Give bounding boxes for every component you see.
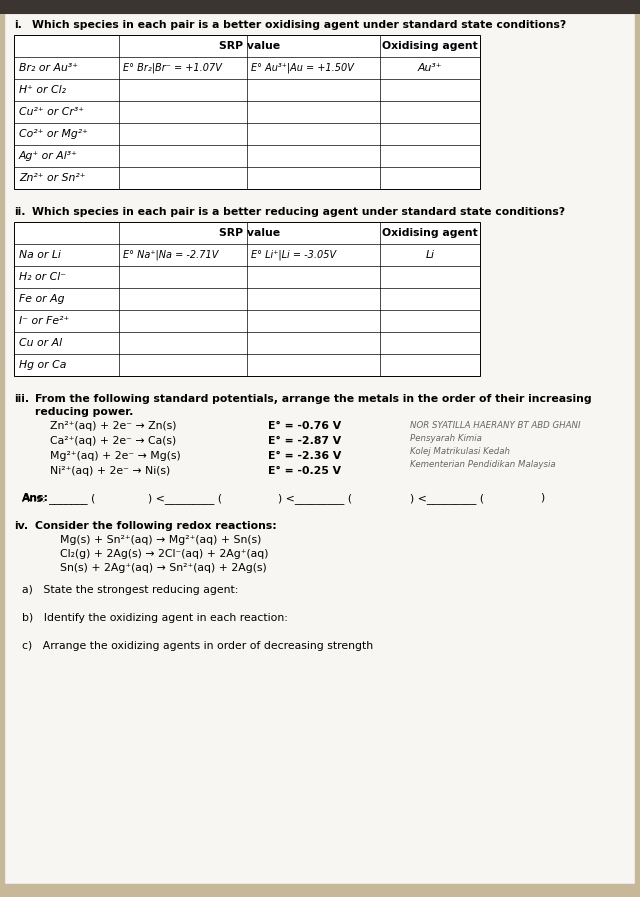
Text: E° Na⁺|Na = -2.71V: E° Na⁺|Na = -2.71V — [123, 249, 218, 260]
Text: NOR SYATILLA HAERANY BT ABD GHANI: NOR SYATILLA HAERANY BT ABD GHANI — [410, 421, 580, 430]
Text: H⁺ or Cl₂: H⁺ or Cl₂ — [19, 85, 66, 95]
Text: SRP value: SRP value — [219, 41, 280, 51]
Text: E° Au³⁺|Au = +1.50V: E° Au³⁺|Au = +1.50V — [251, 63, 354, 74]
Text: Ca²⁺(aq) + 2e⁻ → Ca(s): Ca²⁺(aq) + 2e⁻ → Ca(s) — [50, 436, 176, 446]
Text: Ans: _______ (: Ans: _______ ( — [22, 493, 95, 504]
Text: Ag⁺ or Al³⁺: Ag⁺ or Al³⁺ — [19, 151, 78, 161]
Text: I⁻ or Fe²⁺: I⁻ or Fe²⁺ — [19, 316, 69, 326]
Text: reducing power.: reducing power. — [35, 407, 133, 417]
Text: Mg(s) + Sn²⁺(aq) → Mg²⁺(aq) + Sn(s): Mg(s) + Sn²⁺(aq) → Mg²⁺(aq) + Sn(s) — [60, 535, 261, 545]
Text: a)   State the strongest reducing agent:: a) State the strongest reducing agent: — [22, 585, 238, 595]
Text: Kolej Matrikulasi Kedah: Kolej Matrikulasi Kedah — [410, 447, 510, 456]
Bar — [0, 0, 640, 14]
Text: H₂ or Cl⁻: H₂ or Cl⁻ — [19, 272, 66, 282]
Text: iv.: iv. — [14, 521, 28, 531]
Text: Hg or Ca: Hg or Ca — [19, 360, 67, 370]
Text: E° = -2.87 V: E° = -2.87 V — [268, 436, 341, 446]
Text: Cu²⁺ or Cr³⁺: Cu²⁺ or Cr³⁺ — [19, 107, 84, 117]
Text: iii.: iii. — [14, 394, 29, 404]
Bar — [14, 35, 480, 189]
Text: Kementerian Pendidikan Malaysia: Kementerian Pendidikan Malaysia — [410, 460, 556, 469]
Text: Ni²⁺(aq) + 2e⁻ → Ni(s): Ni²⁺(aq) + 2e⁻ → Ni(s) — [50, 466, 170, 476]
Text: Mg²⁺(aq) + 2e⁻ → Mg(s): Mg²⁺(aq) + 2e⁻ → Mg(s) — [50, 451, 180, 461]
Text: Oxidising agent: Oxidising agent — [382, 41, 478, 51]
Text: Co²⁺ or Mg²⁺: Co²⁺ or Mg²⁺ — [19, 129, 88, 139]
Text: ): ) — [540, 493, 544, 503]
Text: ) <_________ (: ) <_________ ( — [410, 493, 484, 504]
Text: E° = -2.36 V: E° = -2.36 V — [268, 451, 341, 461]
Text: i.: i. — [14, 20, 22, 30]
Text: E° Li⁺|Li = -3.05V: E° Li⁺|Li = -3.05V — [251, 249, 336, 260]
Text: E° = -0.76 V: E° = -0.76 V — [268, 421, 341, 431]
Text: Li: Li — [426, 250, 435, 260]
Text: b)   Identify the oxidizing agent in each reaction:: b) Identify the oxidizing agent in each … — [22, 613, 288, 623]
Text: Ans:: Ans: — [22, 493, 49, 503]
Bar — [14, 222, 480, 376]
Text: Which species in each pair is a better reducing agent under standard state condi: Which species in each pair is a better r… — [32, 207, 565, 217]
Text: Cu or Al: Cu or Al — [19, 338, 62, 348]
Text: c)   Arrange the oxidizing agents in order of decreasing strength: c) Arrange the oxidizing agents in order… — [22, 641, 373, 651]
Text: Zn²⁺ or Sn²⁺: Zn²⁺ or Sn²⁺ — [19, 173, 86, 183]
Text: Fe or Ag: Fe or Ag — [19, 294, 65, 304]
Text: E° Br₂|Br⁻ = +1.07V: E° Br₂|Br⁻ = +1.07V — [123, 63, 222, 74]
Text: Na or Li: Na or Li — [19, 250, 61, 260]
Text: E° = -0.25 V: E° = -0.25 V — [268, 466, 341, 476]
Text: From the following standard potentials, arrange the metals in the order of their: From the following standard potentials, … — [35, 394, 591, 404]
Text: Au³⁺: Au³⁺ — [418, 63, 442, 73]
Text: Oxidising agent: Oxidising agent — [382, 228, 478, 238]
Text: Pensyarah Kimia: Pensyarah Kimia — [410, 434, 482, 443]
Text: Zn²⁺(aq) + 2e⁻ → Zn(s): Zn²⁺(aq) + 2e⁻ → Zn(s) — [50, 421, 177, 431]
Text: ) <_________ (: ) <_________ ( — [148, 493, 222, 504]
Text: Which species in each pair is a better oxidising agent under standard state cond: Which species in each pair is a better o… — [32, 20, 566, 30]
Text: SRP value: SRP value — [219, 228, 280, 238]
Text: Sn(s) + 2Ag⁺(aq) → Sn²⁺(aq) + 2Ag(s): Sn(s) + 2Ag⁺(aq) → Sn²⁺(aq) + 2Ag(s) — [60, 563, 267, 573]
Text: ) <_________ (: ) <_________ ( — [278, 493, 352, 504]
Text: Cl₂(g) + 2Ag(s) → 2Cl⁻(aq) + 2Ag⁺(aq): Cl₂(g) + 2Ag(s) → 2Cl⁻(aq) + 2Ag⁺(aq) — [60, 549, 269, 559]
Text: Br₂ or Au³⁺: Br₂ or Au³⁺ — [19, 63, 78, 73]
Text: ii.: ii. — [14, 207, 26, 217]
Text: Consider the following redox reactions:: Consider the following redox reactions: — [35, 521, 276, 531]
